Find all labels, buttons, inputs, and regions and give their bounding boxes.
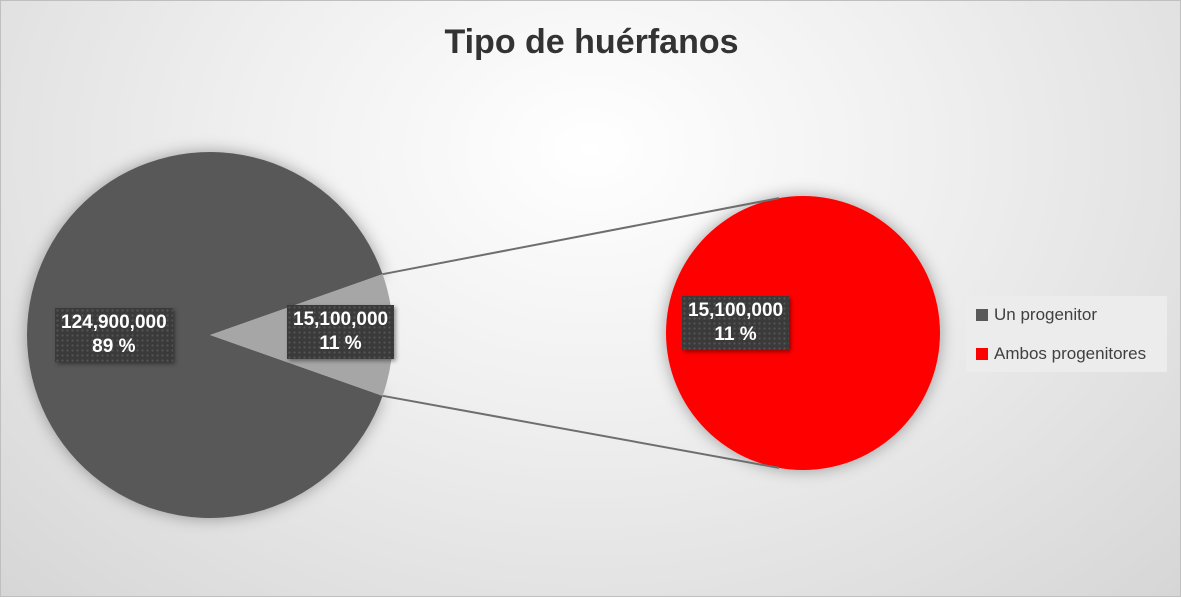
legend-swatch [976,348,988,360]
legend-item-un-progenitor: Un progenitor [976,305,1097,325]
data-label-un-progenitor: 124,900,000 89 % [55,308,173,362]
data-label-ambos-progenitores: 15,100,000 11 % [682,296,790,350]
chart-title: Tipo de huérfanos [444,23,739,61]
percent-label: 89 % [92,336,136,357]
pie-slice-ambos-progenitores [666,196,940,470]
legend-label: Un progenitor [994,305,1098,324]
value-label: 15,100,000 [293,309,389,330]
percent-label: 11 % [319,333,362,354]
percent-label: 11 % [714,324,757,345]
data-label-split-slice: 15,100,000 11 % [287,305,395,359]
legend-swatch [976,309,988,321]
legend-item-ambos-progenitores: Ambos progenitores [976,344,1146,364]
legend: Un progenitor Ambos progenitores [966,296,1167,372]
pie-slice-un-progenitor [26,152,383,519]
connector-line-top [382,197,780,276]
value-label: 15,100,000 [688,300,784,321]
connector-line-bottom [382,394,780,469]
legend-label: Ambos progenitores [994,344,1147,363]
value-label: 124,900,000 [61,312,167,333]
